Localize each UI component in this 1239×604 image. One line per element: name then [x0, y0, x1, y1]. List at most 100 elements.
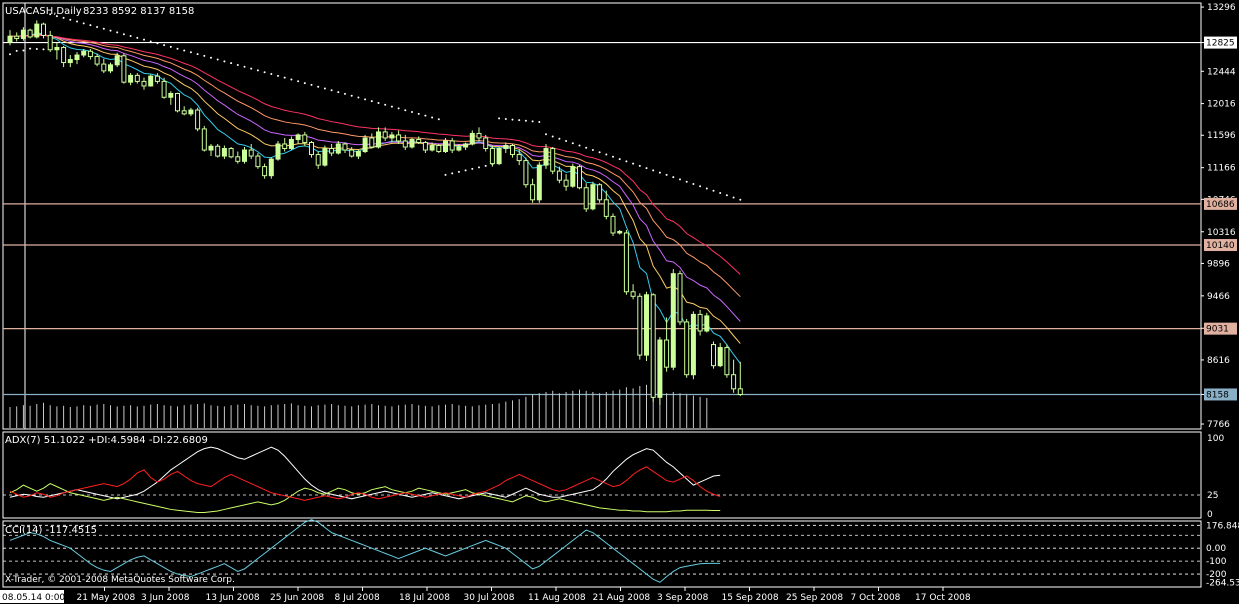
candle-body[interactable] [94, 56, 100, 65]
candle-body[interactable] [536, 164, 542, 201]
candle-body[interactable] [429, 145, 435, 151]
candle-body[interactable] [510, 145, 515, 156]
candle-body[interactable] [47, 34, 53, 51]
candle-body[interactable] [597, 184, 603, 201]
candle-body[interactable] [670, 273, 676, 368]
candle-body[interactable] [556, 170, 562, 181]
candle-body[interactable] [221, 148, 227, 157]
candle-body[interactable] [637, 295, 643, 356]
candle-body[interactable] [376, 131, 381, 148]
candle-body[interactable] [255, 155, 261, 168]
candle-body[interactable] [463, 143, 469, 148]
candle-body[interactable] [215, 145, 221, 157]
candle-body[interactable] [74, 54, 80, 61]
candle-body[interactable] [617, 230, 623, 234]
candle-body[interactable] [114, 55, 120, 66]
candle-body[interactable] [242, 149, 247, 162]
candle-body[interactable] [282, 143, 288, 150]
candle-body[interactable] [436, 145, 442, 153]
candle-body[interactable] [724, 347, 730, 376]
candle-body[interactable] [7, 35, 13, 43]
candle-body[interactable] [20, 29, 26, 39]
candle-body[interactable] [148, 75, 154, 87]
candle-body[interactable] [14, 35, 20, 39]
candle-body[interactable] [369, 137, 375, 148]
candle-body[interactable] [262, 166, 268, 177]
candle-body[interactable] [456, 146, 462, 151]
candle-body[interactable] [483, 137, 489, 150]
candle-body[interactable] [67, 59, 73, 64]
candle-body[interactable] [208, 145, 214, 151]
candle-body[interactable] [87, 50, 93, 58]
candle-body[interactable] [121, 55, 127, 83]
candle-body[interactable] [188, 109, 194, 115]
adx-panel[interactable]: 100 25 0 ADX(7) 51.1022 +DI:4.5984 -DI:22.… [2, 431, 1224, 520]
candle-body[interactable] [489, 148, 495, 165]
candle-body[interactable] [154, 75, 160, 82]
candle-body[interactable] [664, 339, 670, 368]
candle-body[interactable] [530, 184, 536, 201]
candle-body[interactable] [503, 145, 509, 150]
candle-body[interactable] [54, 46, 60, 51]
candle-body[interactable] [268, 158, 274, 177]
candle-body[interactable] [396, 134, 402, 142]
candle-body[interactable] [563, 179, 569, 187]
candle-body[interactable] [108, 64, 113, 72]
candle-body[interactable] [355, 151, 361, 157]
candle-body[interactable] [128, 74, 134, 83]
candle-body[interactable] [27, 29, 33, 38]
candle-body[interactable] [570, 166, 576, 187]
candle-body[interactable] [81, 50, 87, 56]
candle-body[interactable] [201, 128, 207, 151]
candle-body[interactable] [134, 74, 140, 82]
candle-body[interactable] [329, 148, 335, 154]
candle-body[interactable] [362, 137, 368, 153]
candle-body[interactable] [657, 339, 663, 398]
candle-body[interactable] [644, 294, 649, 356]
candle-body[interactable] [416, 138, 422, 143]
candle-body[interactable] [175, 92, 180, 112]
candle-body[interactable] [41, 23, 46, 36]
candle-body[interactable] [603, 199, 609, 217]
candle-body[interactable] [389, 134, 395, 139]
candle-body[interactable] [704, 315, 710, 332]
candle-body[interactable] [181, 110, 187, 115]
candle-body[interactable] [717, 347, 723, 367]
candle-body[interactable] [543, 148, 549, 166]
candle-body[interactable] [295, 134, 301, 140]
candle-body[interactable] [577, 166, 582, 189]
candle-body[interactable] [195, 109, 201, 130]
candle-body[interactable] [690, 313, 696, 376]
candle-body[interactable] [516, 154, 522, 162]
candle-body[interactable] [677, 273, 683, 323]
candle-body[interactable] [449, 140, 455, 151]
candle-body[interactable] [650, 294, 656, 398]
candle-body[interactable] [349, 149, 355, 157]
candle-body[interactable] [168, 92, 174, 98]
candle-body[interactable] [161, 80, 167, 98]
candle-body[interactable] [309, 141, 314, 156]
candle-body[interactable] [737, 388, 743, 395]
candle-body[interactable] [34, 23, 40, 38]
candle-body[interactable] [322, 148, 328, 166]
candle-body[interactable] [342, 143, 348, 151]
candle-body[interactable] [228, 148, 234, 158]
candle-body[interactable] [402, 140, 408, 148]
candle-body[interactable] [610, 215, 616, 234]
candle-body[interactable] [630, 291, 636, 297]
candle-body[interactable] [550, 148, 556, 172]
candle-body[interactable] [382, 131, 388, 139]
candle-body[interactable] [409, 138, 415, 148]
candle-body[interactable] [235, 156, 241, 162]
candle-body[interactable] [697, 313, 703, 332]
candle-body[interactable] [583, 187, 589, 210]
candle-body[interactable] [469, 132, 475, 145]
candle-body[interactable] [684, 321, 690, 376]
candle-body[interactable] [496, 148, 502, 165]
candle-body[interactable] [476, 132, 482, 139]
candle-body[interactable] [315, 154, 321, 166]
cci-panel[interactable]: 176.8484 0.00 -100 -200-264.5366 CCI(14) -1… [2, 519, 1239, 589]
candle-body[interactable] [711, 344, 716, 367]
candle-body[interactable] [248, 149, 254, 157]
